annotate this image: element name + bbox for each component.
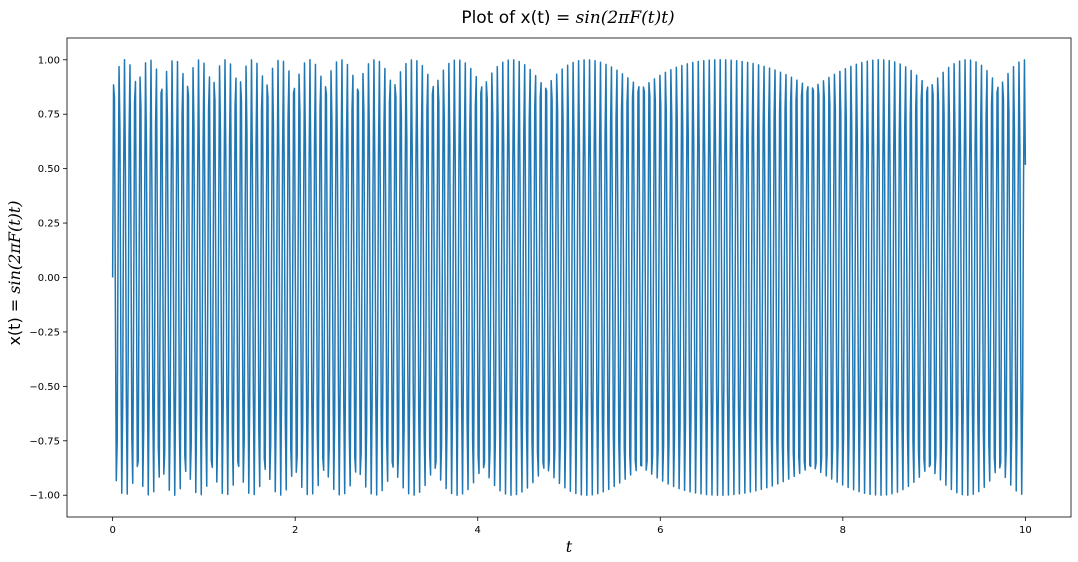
y-axis-label: x(t) = sin(2πF(t)t) [5, 200, 24, 345]
y-tick-label: 1.00 [38, 55, 60, 66]
y-tick-label: 0.75 [38, 110, 60, 121]
y-tick-label: −0.25 [29, 327, 60, 338]
chart-title-math: sin(2πF(t)t) [576, 8, 675, 28]
y-tick-label: −0.75 [29, 436, 60, 447]
y-tick-label: −1.00 [29, 491, 60, 502]
x-tick-label: 6 [657, 525, 663, 536]
chart-title-prefix: Plot of x(t) = [461, 8, 575, 28]
y-axis-label-math: sin(2πF(t)t) [5, 200, 24, 293]
y-tick-label: 0.00 [38, 273, 60, 284]
chart-title: Plot of x(t) = sin(2πF(t)t) [461, 8, 674, 28]
y-tick-label: 0.25 [38, 219, 60, 230]
y-axis-label-prefix: x(t) = [5, 294, 24, 346]
x-tick-label: 0 [109, 525, 115, 536]
series-line-0 [111, 59, 1027, 496]
x-tick-label: 8 [840, 525, 846, 536]
x-axis-label: t [566, 537, 573, 556]
x-tick-label: 2 [292, 525, 298, 536]
y-tick-label: −0.50 [29, 382, 60, 393]
y-tick-label: 0.50 [38, 164, 60, 175]
plot-area: 0 2 4 6 8 10 −1.00 −0.75 −0.50 −0.25 0.00 0.25 0.50 0… [29, 37, 1072, 536]
x-tick-label: 4 [475, 525, 481, 536]
x-tick-label: 10 [1019, 525, 1032, 536]
